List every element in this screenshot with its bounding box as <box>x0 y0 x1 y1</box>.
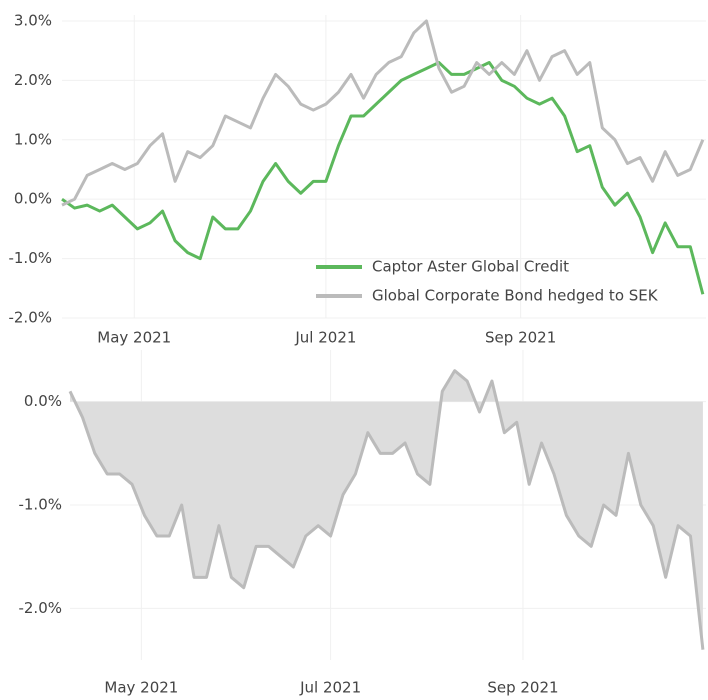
y-tick-label: 3.0% <box>14 11 52 29</box>
x-tick-label: Jul 2021 <box>294 329 356 347</box>
series-line <box>61 61 705 295</box>
x-tick-label: May 2021 <box>97 329 171 347</box>
y-tick-label: -2.0% <box>8 309 52 327</box>
y-tick-label: 2.0% <box>14 71 52 89</box>
y-tick-label: 0.0% <box>24 392 62 410</box>
y-tick-label: -2.0% <box>18 599 62 617</box>
y-tick-label: 0.0% <box>14 190 52 208</box>
legend-label: Global Corporate Bond hedged to SEK <box>372 287 659 305</box>
x-tick-label: Jul 2021 <box>299 679 361 697</box>
x-tick-label: May 2021 <box>104 679 178 697</box>
x-tick-label: Sep 2021 <box>487 679 558 697</box>
series-line <box>61 19 705 207</box>
y-tick-label: 1.0% <box>14 130 52 148</box>
x-tick-label: Sep 2021 <box>485 329 556 347</box>
area-line <box>68 369 705 650</box>
y-tick-label: -1.0% <box>18 496 62 514</box>
area-fill <box>70 370 703 650</box>
legend-label: Captor Aster Global Credit <box>372 258 569 276</box>
y-tick-label: -1.0% <box>8 249 52 267</box>
